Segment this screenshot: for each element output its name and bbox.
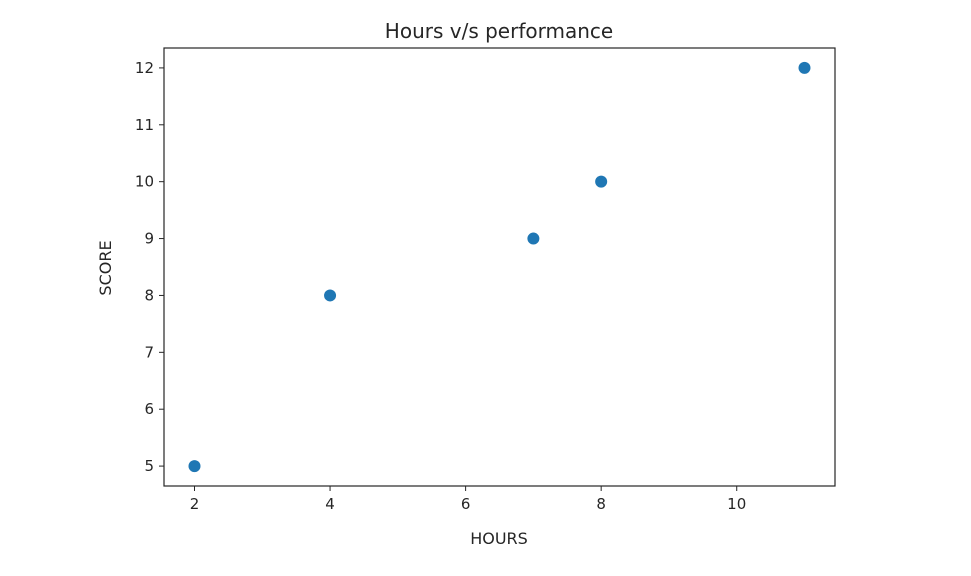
data-points <box>188 61 811 473</box>
plot-area-frame <box>163 47 836 487</box>
data-point <box>798 61 811 74</box>
y-tick-label: 7 <box>144 343 154 361</box>
x-tick-label: 2 <box>190 495 200 513</box>
y-tick-label: 9 <box>144 230 154 248</box>
chart-title: Hours v/s performance <box>385 19 613 43</box>
data-point <box>595 175 608 188</box>
data-point <box>324 289 337 302</box>
y-axis-ticks: 5 6 7 8 9 10 11 12 <box>135 59 164 475</box>
x-axis-ticks: 2 4 6 8 10 <box>190 486 746 513</box>
y-tick-label: 11 <box>135 116 154 134</box>
y-tick-label: 12 <box>135 59 154 77</box>
y-tick-label: 8 <box>144 286 154 304</box>
y-tick-label: 6 <box>144 400 154 418</box>
x-tick-label: 6 <box>461 495 471 513</box>
data-point <box>188 460 201 473</box>
data-point <box>527 232 540 245</box>
y-tick-label: 10 <box>135 173 154 191</box>
y-tick-label: 5 <box>144 457 154 475</box>
y-axis-label: SCORE <box>96 240 115 295</box>
x-tick-label: 8 <box>596 495 606 513</box>
x-tick-label: 10 <box>727 495 746 513</box>
x-tick-label: 4 <box>325 495 335 513</box>
x-axis-label: HOURS <box>470 529 528 548</box>
